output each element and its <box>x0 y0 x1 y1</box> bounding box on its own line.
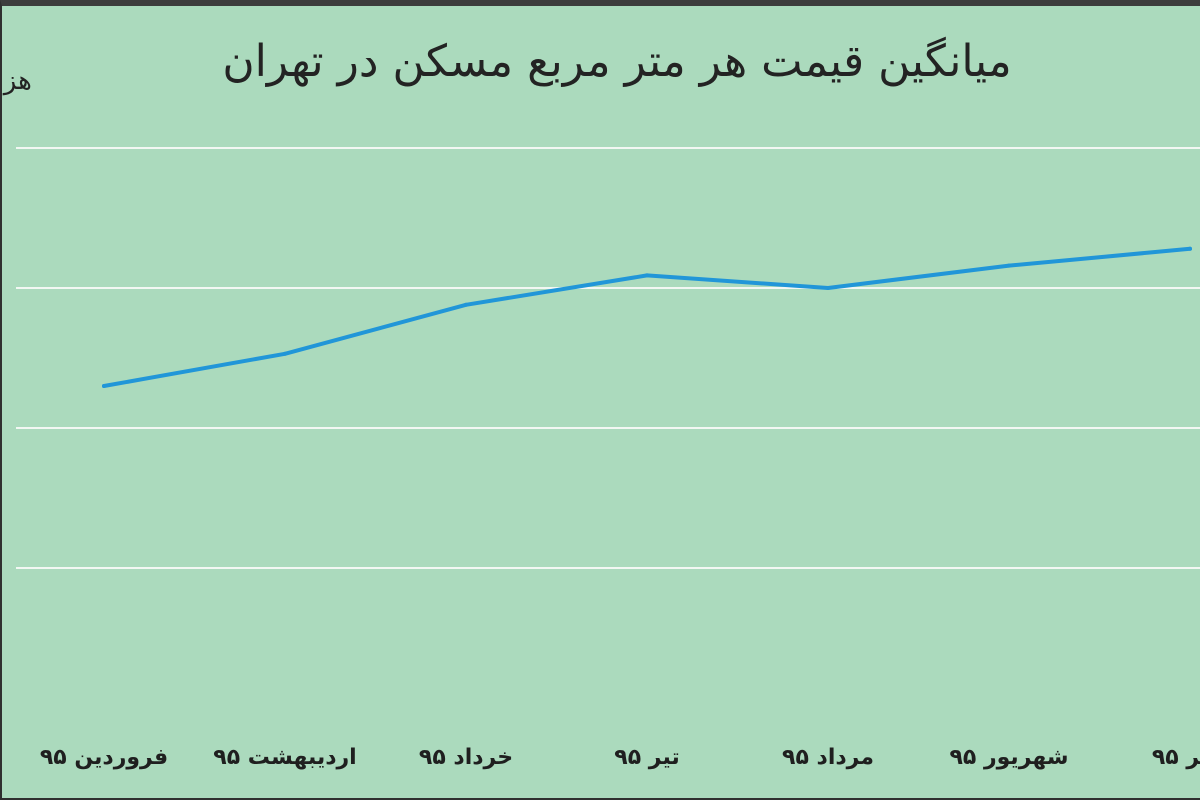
chart-title: میانگین قیمت هر متر مربع مسکن در تهران <box>222 36 1012 87</box>
line-chart-plot: فروردین ۹۵ اردیبهشت ۹۵ خرداد ۹۵ تیر ۹۵ مرداد… <box>16 147 1200 770</box>
y-axis-unit-label: هزار <box>2 66 32 96</box>
x-tick-label-0: فروردین ۹۵ <box>40 745 168 770</box>
data-point-5 <box>1007 263 1011 268</box>
data-point-0 <box>102 384 106 388</box>
data-point-2 <box>464 302 468 307</box>
series-line-0 <box>102 246 1192 388</box>
x-tick-label-3: تیر ۹۵ <box>614 745 679 770</box>
data-point-6 <box>1188 246 1192 251</box>
x-tick-label-1: اردیبهشت ۹۵ <box>213 745 356 770</box>
data-point-1 <box>283 351 287 356</box>
data-point-3 <box>645 273 649 278</box>
data-point-4 <box>826 286 830 290</box>
x-tick-label-2: خرداد ۹۵ <box>419 745 513 770</box>
x-tick-label-6: مهر ۹۵ <box>1152 745 1200 770</box>
x-tick-label-4: مرداد ۹۵ <box>782 745 874 770</box>
x-tick-label-5: شهریور ۹۵ <box>949 745 1068 770</box>
